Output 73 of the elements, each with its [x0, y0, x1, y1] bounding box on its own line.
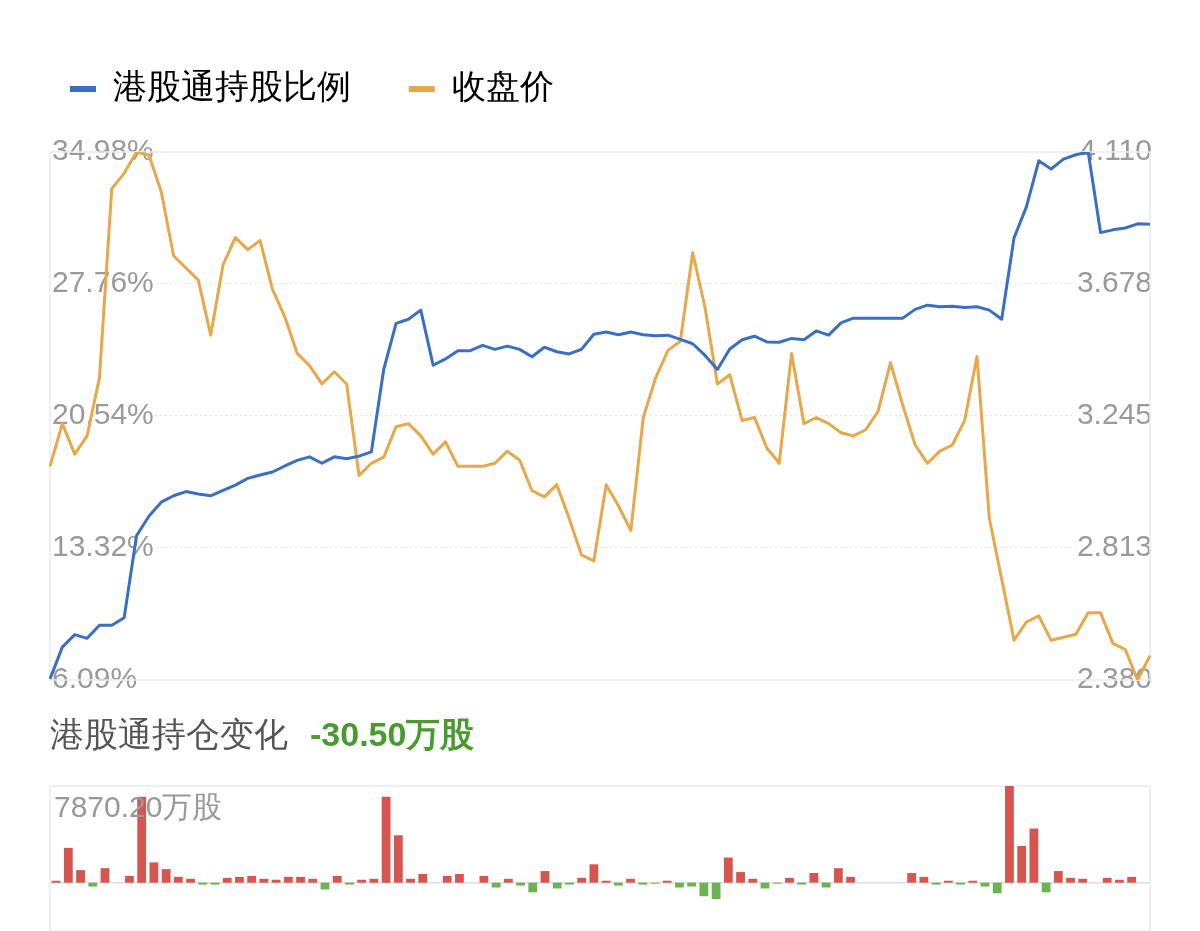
bar [1066, 877, 1075, 883]
y2-tick-label: 3.678 [1076, 265, 1152, 299]
bar [528, 882, 538, 893]
bar [1005, 786, 1014, 883]
bar [88, 882, 98, 887]
bar [1115, 879, 1124, 883]
bar [833, 868, 843, 883]
bar [736, 872, 745, 883]
y2-tick-label: 2.380 [1076, 661, 1152, 695]
bar [1017, 845, 1027, 883]
bar [283, 876, 293, 883]
y-tick-label: 34.98% [52, 133, 154, 167]
y2-tick-label: 3.245 [1076, 397, 1152, 431]
bar [980, 882, 990, 887]
bar [589, 864, 599, 883]
bar [1078, 878, 1088, 883]
bar [1029, 828, 1039, 883]
bar [393, 835, 403, 883]
bar [821, 882, 831, 888]
bar [491, 882, 501, 888]
y2-tick-label: 2.813 [1076, 529, 1152, 563]
bar [161, 869, 171, 883]
bar [809, 873, 819, 883]
bar [381, 796, 391, 883]
bar [907, 873, 917, 883]
bar [173, 876, 183, 883]
bar [992, 882, 1002, 894]
bar [540, 871, 550, 883]
bar [846, 876, 855, 883]
bar [748, 878, 758, 883]
bar [259, 878, 269, 883]
legend-label: 收盘价 [451, 67, 592, 106]
bar [369, 878, 379, 883]
bar [149, 862, 159, 883]
bar [503, 878, 513, 883]
bar [222, 877, 232, 883]
bar [296, 876, 305, 883]
chart-subtitle: -30.50万股 [310, 715, 475, 753]
bar [626, 878, 635, 883]
bar [1102, 877, 1112, 883]
bar [1041, 882, 1051, 893]
bar [418, 873, 428, 883]
bar [186, 878, 195, 883]
bar [699, 882, 709, 897]
bar [479, 875, 489, 883]
bar [332, 875, 342, 883]
bar [63, 847, 73, 883]
legend-label: 港股通持股比例 [113, 67, 389, 106]
bar [247, 875, 257, 883]
bar [516, 882, 525, 886]
bar [100, 868, 110, 883]
chart-title: 港股通持仓变化 [50, 715, 288, 753]
bar [357, 879, 367, 883]
bar [613, 882, 623, 886]
bar [1127, 876, 1137, 883]
bar [577, 877, 587, 883]
bar [455, 873, 464, 883]
bar [1053, 871, 1063, 883]
bar [308, 878, 318, 883]
bar [675, 882, 684, 888]
bar [785, 877, 794, 883]
y-tick-label: 6.09% [52, 661, 138, 695]
bar [687, 882, 697, 887]
bar [723, 857, 733, 883]
y2-tick-label: 4.110 [1079, 133, 1152, 167]
bar [442, 875, 452, 883]
bar [711, 882, 721, 900]
bar [76, 870, 85, 883]
bar [235, 876, 244, 883]
bar [125, 875, 134, 883]
bar [271, 879, 281, 883]
bar [406, 878, 415, 883]
bar [919, 876, 929, 883]
